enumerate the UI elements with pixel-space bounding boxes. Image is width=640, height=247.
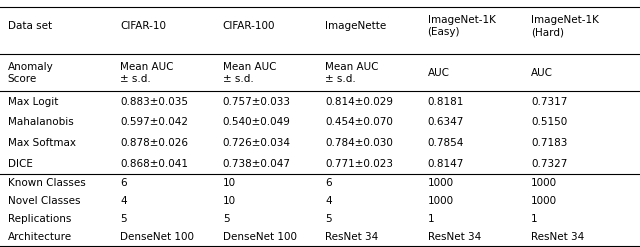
Text: 0.8181: 0.8181: [428, 97, 464, 107]
Text: CIFAR-10: CIFAR-10: [120, 21, 166, 31]
Text: 4: 4: [120, 196, 127, 206]
Text: 0.757±0.033: 0.757±0.033: [223, 97, 291, 107]
Text: 0.7183: 0.7183: [531, 138, 568, 148]
Text: 0.814±0.029: 0.814±0.029: [325, 97, 393, 107]
Text: 1000: 1000: [531, 196, 557, 206]
Text: 0.7327: 0.7327: [531, 159, 568, 169]
Text: Replications: Replications: [8, 214, 71, 224]
Text: 0.7317: 0.7317: [531, 97, 568, 107]
Text: Mean AUC
± s.d.: Mean AUC ± s.d.: [325, 62, 379, 84]
Text: Mahalanobis: Mahalanobis: [8, 117, 74, 127]
Text: 0.868±0.041: 0.868±0.041: [120, 159, 188, 169]
Text: 0.784±0.030: 0.784±0.030: [325, 138, 393, 148]
Text: 1: 1: [428, 214, 434, 224]
Text: 5: 5: [120, 214, 127, 224]
Text: 5: 5: [223, 214, 229, 224]
Text: Max Softmax: Max Softmax: [8, 138, 76, 148]
Text: ResNet 34: ResNet 34: [325, 232, 378, 242]
Text: 10: 10: [223, 178, 236, 188]
Text: ImageNette: ImageNette: [325, 21, 387, 31]
Text: Architecture: Architecture: [8, 232, 72, 242]
Text: Novel Classes: Novel Classes: [8, 196, 80, 206]
Text: 1: 1: [531, 214, 538, 224]
Text: 1000: 1000: [428, 178, 454, 188]
Text: 0.597±0.042: 0.597±0.042: [120, 117, 188, 127]
Text: Mean AUC
± s.d.: Mean AUC ± s.d.: [223, 62, 276, 84]
Text: Known Classes: Known Classes: [8, 178, 85, 188]
Text: 0.5150: 0.5150: [531, 117, 568, 127]
Text: ImageNet-1K
(Easy): ImageNet-1K (Easy): [428, 15, 495, 37]
Text: 0.883±0.035: 0.883±0.035: [120, 97, 188, 107]
Text: 0.8147: 0.8147: [428, 159, 464, 169]
Text: 0.454±0.070: 0.454±0.070: [325, 117, 393, 127]
Text: CIFAR-100: CIFAR-100: [223, 21, 275, 31]
Text: 0.738±0.047: 0.738±0.047: [223, 159, 291, 169]
Text: 0.540±0.049: 0.540±0.049: [223, 117, 291, 127]
Text: 0.726±0.034: 0.726±0.034: [223, 138, 291, 148]
Text: 0.771±0.023: 0.771±0.023: [325, 159, 393, 169]
Text: 0.6347: 0.6347: [428, 117, 464, 127]
Text: 6: 6: [120, 178, 127, 188]
Text: DICE: DICE: [8, 159, 33, 169]
Text: AUC: AUC: [531, 68, 553, 78]
Text: 10: 10: [223, 196, 236, 206]
Text: Mean AUC
± s.d.: Mean AUC ± s.d.: [120, 62, 174, 84]
Text: Data set: Data set: [8, 21, 52, 31]
Text: 5: 5: [325, 214, 332, 224]
Text: ImageNet-1K
(Hard): ImageNet-1K (Hard): [531, 15, 599, 37]
Text: DenseNet 100: DenseNet 100: [223, 232, 297, 242]
Text: 1000: 1000: [428, 196, 454, 206]
Text: 0.7854: 0.7854: [428, 138, 464, 148]
Text: Anomaly
Score: Anomaly Score: [8, 62, 53, 84]
Text: ResNet 34: ResNet 34: [428, 232, 481, 242]
Text: Max Logit: Max Logit: [8, 97, 58, 107]
Text: 6: 6: [325, 178, 332, 188]
Text: ResNet 34: ResNet 34: [531, 232, 584, 242]
Text: AUC: AUC: [428, 68, 449, 78]
Text: 4: 4: [325, 196, 332, 206]
Text: 0.878±0.026: 0.878±0.026: [120, 138, 188, 148]
Text: 1000: 1000: [531, 178, 557, 188]
Text: DenseNet 100: DenseNet 100: [120, 232, 195, 242]
